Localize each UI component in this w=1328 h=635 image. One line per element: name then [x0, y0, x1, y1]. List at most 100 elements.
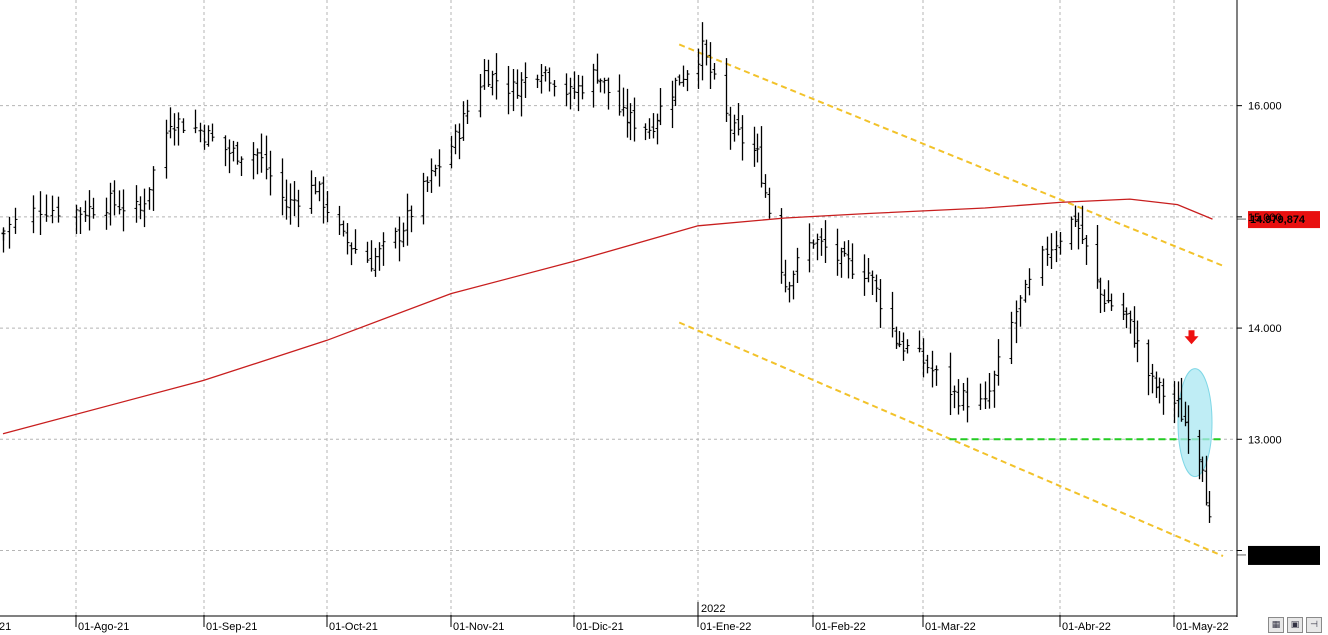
ohlc-bar — [598, 78, 603, 93]
ohlc-bar — [732, 114, 737, 142]
current-ma-box — [1248, 211, 1320, 229]
ohlc-bar — [251, 142, 256, 180]
ohlc-bar — [91, 197, 96, 219]
ohlc-bar — [1095, 224, 1100, 289]
toolbar-icons: ▦ ▣ ⊣ — [1268, 617, 1322, 633]
ohlc-bar — [1102, 289, 1107, 312]
x-tick-label: 01-Sep-21 — [206, 621, 257, 633]
ohlc-bar — [647, 118, 652, 139]
ohlc-bar — [897, 331, 902, 348]
ohlc-bar — [580, 75, 585, 100]
ohlc-bar — [44, 194, 49, 222]
ohlc-bar — [193, 109, 198, 134]
ohlc-bar — [523, 62, 528, 98]
ohlc-bar — [172, 113, 177, 146]
ohlc-bar — [625, 88, 630, 138]
ohlc-bar — [1161, 378, 1166, 415]
ohlc-bar — [31, 195, 36, 234]
ohlc-bar — [296, 189, 301, 228]
ohlc-bar — [210, 123, 215, 142]
ohlc-bar — [1018, 295, 1023, 327]
ohlc-bar — [992, 370, 997, 408]
ohlc-bar — [978, 383, 983, 410]
ohlc-bar — [617, 74, 622, 116]
ohlc-bar — [515, 69, 520, 99]
ohlc-bar — [606, 77, 611, 110]
ohlc-bar — [1121, 292, 1126, 321]
ohlc-bar — [807, 223, 812, 273]
ohlc-bar — [535, 74, 540, 89]
ohlc-bar — [925, 354, 930, 374]
ohlc-bar — [921, 338, 926, 378]
ohlc-bar — [223, 135, 228, 167]
ohlc-bar — [1186, 405, 1191, 454]
ohlc-bar — [1069, 216, 1074, 250]
ohlc-bar — [231, 140, 236, 162]
ohlc-bar — [791, 270, 796, 300]
x-tick-label: 01-Mar-22 — [925, 621, 976, 633]
ohlc-bar — [147, 187, 152, 210]
ohlc-bar — [292, 181, 297, 217]
ohlc-bar — [401, 222, 406, 248]
ohlc-bar — [13, 207, 18, 234]
ohlc-bar — [433, 164, 438, 177]
ohlc-bar — [461, 101, 466, 141]
ohlc-bar — [961, 382, 966, 411]
ohlc-bar — [621, 87, 626, 117]
dock-icon[interactable]: ⊣ — [1306, 617, 1322, 633]
ohlc-bar — [681, 65, 686, 87]
ma-price-label: 14.979,874 — [1250, 214, 1306, 226]
ohlc-bar — [779, 208, 784, 284]
ohlc-bar — [1172, 381, 1177, 424]
ohlc-bar — [811, 239, 816, 249]
ohlc-bar — [478, 73, 483, 118]
ohlc-bar — [519, 72, 524, 117]
chart-type-icon[interactable]: ▦ — [1268, 617, 1284, 633]
x-tick-label: 01-Abr-22 — [1062, 621, 1111, 633]
ohlc-bar — [1200, 456, 1205, 482]
last-price-box — [1248, 545, 1320, 565]
ohlc-bar — [264, 135, 269, 180]
moving-average-line — [2, 198, 1213, 435]
ohlc-bar — [1124, 307, 1129, 329]
ohlc-bar — [1098, 277, 1103, 314]
ohlc-bar — [894, 326, 899, 349]
ohlc-bar — [655, 113, 660, 145]
ohlc-bar — [956, 379, 961, 415]
ohlc-bar — [164, 119, 169, 179]
ohlc-bar — [50, 195, 55, 224]
ohlc-bar — [628, 103, 633, 141]
ohlc-bar — [151, 166, 156, 211]
ohlc-bar — [552, 80, 557, 97]
ohlc-bar — [1135, 320, 1140, 363]
gridlines — [0, 0, 1237, 615]
ohlc-bar — [602, 77, 607, 94]
save-icon[interactable]: ▣ — [1287, 617, 1303, 633]
ohlc-bar — [377, 242, 382, 271]
x-tick-label: 01-Feb-22 — [815, 621, 866, 633]
highlight-ellipse — [1177, 368, 1213, 478]
ohlc-bar — [576, 74, 581, 112]
ohlc-bar — [643, 123, 648, 141]
ohlc-bar — [736, 103, 741, 136]
trend-channel — [678, 43, 1224, 557]
ohlc-bar — [1132, 306, 1137, 348]
x-tick-label: 01-Dic-21 — [576, 621, 624, 633]
ohlc-bar — [1157, 377, 1162, 404]
ohlc-bar — [393, 227, 398, 249]
ohlc-bar — [486, 59, 491, 87]
ohlc-bar — [930, 350, 935, 388]
ohlc-bar — [755, 133, 760, 163]
ohlc-bar — [842, 241, 847, 257]
ohlc-bar — [168, 107, 173, 139]
ohlc-bar — [202, 124, 207, 150]
ohlc-bar — [547, 67, 552, 92]
ohlc-bar — [870, 270, 875, 296]
ohlc-bar — [835, 228, 840, 276]
last-price-label: 12.000 — [1250, 550, 1284, 562]
ohlc-bar — [381, 232, 386, 266]
ohlc-bar — [365, 241, 370, 263]
ohlc-bar — [752, 126, 757, 167]
year-label: 2022 — [701, 603, 725, 615]
